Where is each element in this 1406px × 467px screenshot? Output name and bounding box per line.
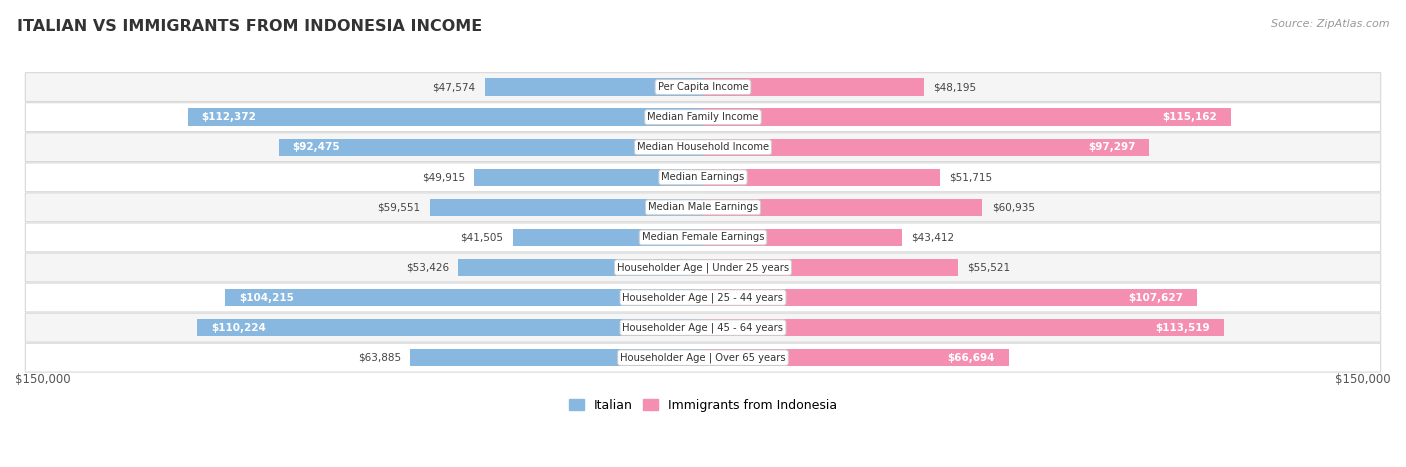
FancyBboxPatch shape bbox=[25, 223, 1381, 252]
Text: Per Capita Income: Per Capita Income bbox=[658, 82, 748, 92]
Text: $104,215: $104,215 bbox=[239, 292, 294, 303]
Bar bbox=[703, 169, 941, 186]
Bar bbox=[703, 259, 957, 276]
FancyBboxPatch shape bbox=[25, 313, 1381, 342]
Text: $107,627: $107,627 bbox=[1128, 292, 1182, 303]
Bar bbox=[513, 229, 703, 246]
Text: $97,297: $97,297 bbox=[1088, 142, 1136, 152]
Text: Householder Age | Under 25 years: Householder Age | Under 25 years bbox=[617, 262, 789, 273]
Text: $53,426: $53,426 bbox=[406, 262, 449, 272]
Bar bbox=[703, 198, 983, 216]
Text: $66,694: $66,694 bbox=[948, 353, 995, 363]
Text: $47,574: $47,574 bbox=[433, 82, 475, 92]
Text: $113,519: $113,519 bbox=[1156, 323, 1211, 333]
FancyBboxPatch shape bbox=[25, 133, 1381, 162]
Bar bbox=[703, 319, 1223, 336]
Bar bbox=[703, 289, 1197, 306]
FancyBboxPatch shape bbox=[25, 193, 1381, 222]
Text: Householder Age | 25 - 44 years: Householder Age | 25 - 44 years bbox=[623, 292, 783, 303]
Bar bbox=[225, 289, 703, 306]
Text: Median Family Income: Median Family Income bbox=[647, 112, 759, 122]
FancyBboxPatch shape bbox=[25, 283, 1381, 312]
Text: Median Household Income: Median Household Income bbox=[637, 142, 769, 152]
Text: $59,551: $59,551 bbox=[378, 202, 420, 212]
FancyBboxPatch shape bbox=[25, 253, 1381, 282]
Legend: Italian, Immigrants from Indonesia: Italian, Immigrants from Indonesia bbox=[564, 394, 842, 417]
Text: $112,372: $112,372 bbox=[201, 112, 256, 122]
Bar bbox=[703, 139, 1149, 156]
Bar bbox=[703, 108, 1232, 126]
Text: Median Male Earnings: Median Male Earnings bbox=[648, 202, 758, 212]
Text: $150,000: $150,000 bbox=[15, 373, 70, 386]
Bar bbox=[197, 319, 703, 336]
Text: $115,162: $115,162 bbox=[1163, 112, 1218, 122]
Text: $55,521: $55,521 bbox=[967, 262, 1010, 272]
Text: $110,224: $110,224 bbox=[211, 323, 266, 333]
Text: ITALIAN VS IMMIGRANTS FROM INDONESIA INCOME: ITALIAN VS IMMIGRANTS FROM INDONESIA INC… bbox=[17, 19, 482, 34]
Text: $63,885: $63,885 bbox=[357, 353, 401, 363]
Text: $60,935: $60,935 bbox=[991, 202, 1035, 212]
Bar bbox=[187, 108, 703, 126]
FancyBboxPatch shape bbox=[25, 163, 1381, 192]
Text: Householder Age | Over 65 years: Householder Age | Over 65 years bbox=[620, 353, 786, 363]
Text: Median Female Earnings: Median Female Earnings bbox=[641, 233, 765, 242]
Bar bbox=[485, 78, 703, 96]
Bar bbox=[703, 349, 1010, 367]
Bar bbox=[474, 169, 703, 186]
Bar bbox=[703, 229, 903, 246]
Text: $41,505: $41,505 bbox=[460, 233, 503, 242]
Text: $51,715: $51,715 bbox=[949, 172, 993, 182]
FancyBboxPatch shape bbox=[25, 343, 1381, 372]
Bar bbox=[411, 349, 703, 367]
Text: $49,915: $49,915 bbox=[422, 172, 465, 182]
Text: $43,412: $43,412 bbox=[911, 233, 955, 242]
FancyBboxPatch shape bbox=[25, 73, 1381, 101]
Text: Householder Age | 45 - 64 years: Householder Age | 45 - 64 years bbox=[623, 322, 783, 333]
Bar bbox=[278, 139, 703, 156]
FancyBboxPatch shape bbox=[25, 103, 1381, 132]
Text: $150,000: $150,000 bbox=[1336, 373, 1391, 386]
Bar bbox=[430, 198, 703, 216]
Bar bbox=[458, 259, 703, 276]
Text: Median Earnings: Median Earnings bbox=[661, 172, 745, 182]
Text: Source: ZipAtlas.com: Source: ZipAtlas.com bbox=[1271, 19, 1389, 28]
Text: $92,475: $92,475 bbox=[292, 142, 340, 152]
Bar bbox=[703, 78, 924, 96]
Text: $48,195: $48,195 bbox=[934, 82, 976, 92]
